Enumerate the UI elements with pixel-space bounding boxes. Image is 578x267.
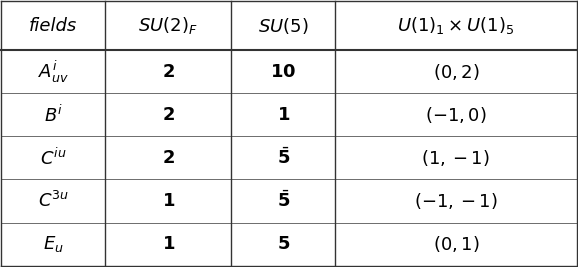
Text: $E_u$: $E_u$ bbox=[43, 234, 64, 254]
Text: $\mathbf{10}$: $\mathbf{10}$ bbox=[270, 63, 297, 81]
Text: $\mathbf{2}$: $\mathbf{2}$ bbox=[162, 149, 175, 167]
Text: $\mathbf{1}$: $\mathbf{1}$ bbox=[162, 192, 175, 210]
Text: $(-1,0)$: $(-1,0)$ bbox=[425, 105, 487, 125]
Text: $\mathbf{1}$: $\mathbf{1}$ bbox=[277, 106, 290, 124]
Text: $SU(5)$: $SU(5)$ bbox=[258, 16, 309, 36]
Text: $(1,-1)$: $(1,-1)$ bbox=[421, 148, 490, 168]
Text: $U(1)_1 \times U(1)_5$: $U(1)_1 \times U(1)_5$ bbox=[397, 15, 514, 36]
Text: $(0,2)$: $(0,2)$ bbox=[432, 62, 479, 82]
Text: $\bar{\mathbf{5}}$: $\bar{\mathbf{5}}$ bbox=[277, 191, 290, 211]
Text: $\mathbf{2}$: $\mathbf{2}$ bbox=[162, 106, 175, 124]
Text: $\mathbf{5}$: $\mathbf{5}$ bbox=[277, 235, 290, 253]
Text: fields: fields bbox=[29, 17, 77, 35]
Text: $(0,1)$: $(0,1)$ bbox=[432, 234, 479, 254]
Text: $C^{iu}$: $C^{iu}$ bbox=[40, 147, 66, 168]
Text: $B^i$: $B^i$ bbox=[44, 104, 62, 125]
Text: $SU(2)_F$: $SU(2)_F$ bbox=[138, 15, 198, 36]
Text: $\bar{\mathbf{5}}$: $\bar{\mathbf{5}}$ bbox=[277, 148, 290, 168]
Text: $C^{3u}$: $C^{3u}$ bbox=[38, 191, 69, 211]
Text: $\mathbf{1}$: $\mathbf{1}$ bbox=[162, 235, 175, 253]
Text: $\mathbf{2}$: $\mathbf{2}$ bbox=[162, 63, 175, 81]
Text: $A^i_{uv}$: $A^i_{uv}$ bbox=[38, 59, 69, 85]
Text: $(-1,-1)$: $(-1,-1)$ bbox=[414, 191, 498, 211]
